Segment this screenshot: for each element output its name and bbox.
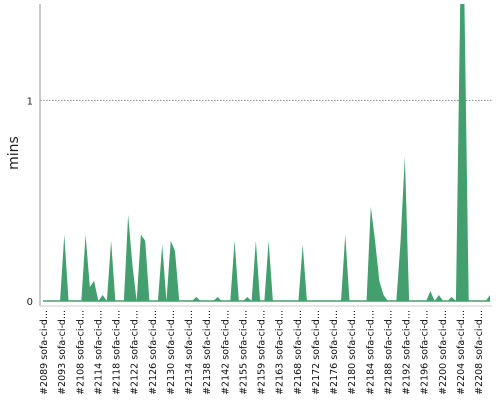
x-tick-label: #2208 sofa-ci-d... [474, 310, 485, 395]
x-tick-label: #2142 sofa-ci-d... [220, 310, 231, 395]
x-tick-label: #2155 sofa-ci-d... [238, 310, 249, 395]
x-tick-label: #2192 sofa-ci-d... [402, 310, 413, 395]
area-layer [43, 4, 490, 302]
x-tick-label: #2172 sofa-ci-d... [311, 310, 322, 395]
y-axis-title: mins [6, 136, 22, 170]
x-tick-label: #2159 sofa-ci-d... [257, 310, 268, 395]
x-tick-label: #2126 sofa-ci-d... [148, 310, 159, 395]
x-tick-label: #2130 sofa-ci-d... [166, 310, 177, 395]
x-tick-label: #2122 sofa-ci-d... [130, 310, 141, 395]
x-tick-label: #2134 sofa-ci-d... [184, 310, 195, 395]
x-tick-label: #2200 sofa-ci-d... [438, 310, 449, 395]
x-tick-label: #2138 sofa-ci-d... [202, 310, 213, 395]
x-tick-label: #2168 sofa-ci-d... [293, 310, 304, 395]
y-tick-labels: 01 [27, 96, 33, 308]
y-tick-label: 0 [27, 297, 33, 308]
series-area [43, 4, 490, 301]
x-tick-label: #2089 sofa-ci-d... [39, 310, 50, 395]
x-tick-label: #2184 sofa-ci-d... [365, 310, 376, 395]
x-tick-label: #2093 sofa-ci-d... [57, 310, 68, 395]
axis-layer [39, 4, 492, 307]
x-tick-label: #2163 sofa-ci-d... [275, 310, 286, 395]
x-tick-label: #2118 sofa-ci-d... [112, 310, 123, 395]
x-tick-label: #2108 sofa-ci-d... [75, 310, 86, 395]
x-tick-label: #2196 sofa-ci-d... [420, 310, 431, 395]
x-tick-labels: #2089 sofa-ci-d... #2093 sofa-ci-d... #210… [39, 310, 485, 395]
y-tick-label: 1 [27, 96, 33, 107]
x-tick-label: #2176 sofa-ci-d... [329, 310, 340, 395]
x-tick-label: #2180 sofa-ci-d... [347, 310, 358, 395]
x-tick-label: #2114 sofa-ci-d... [93, 310, 104, 395]
x-tick-label: #2204 sofa-ci-d... [456, 310, 467, 395]
x-tick-label: #2188 sofa-ci-d... [383, 310, 394, 395]
